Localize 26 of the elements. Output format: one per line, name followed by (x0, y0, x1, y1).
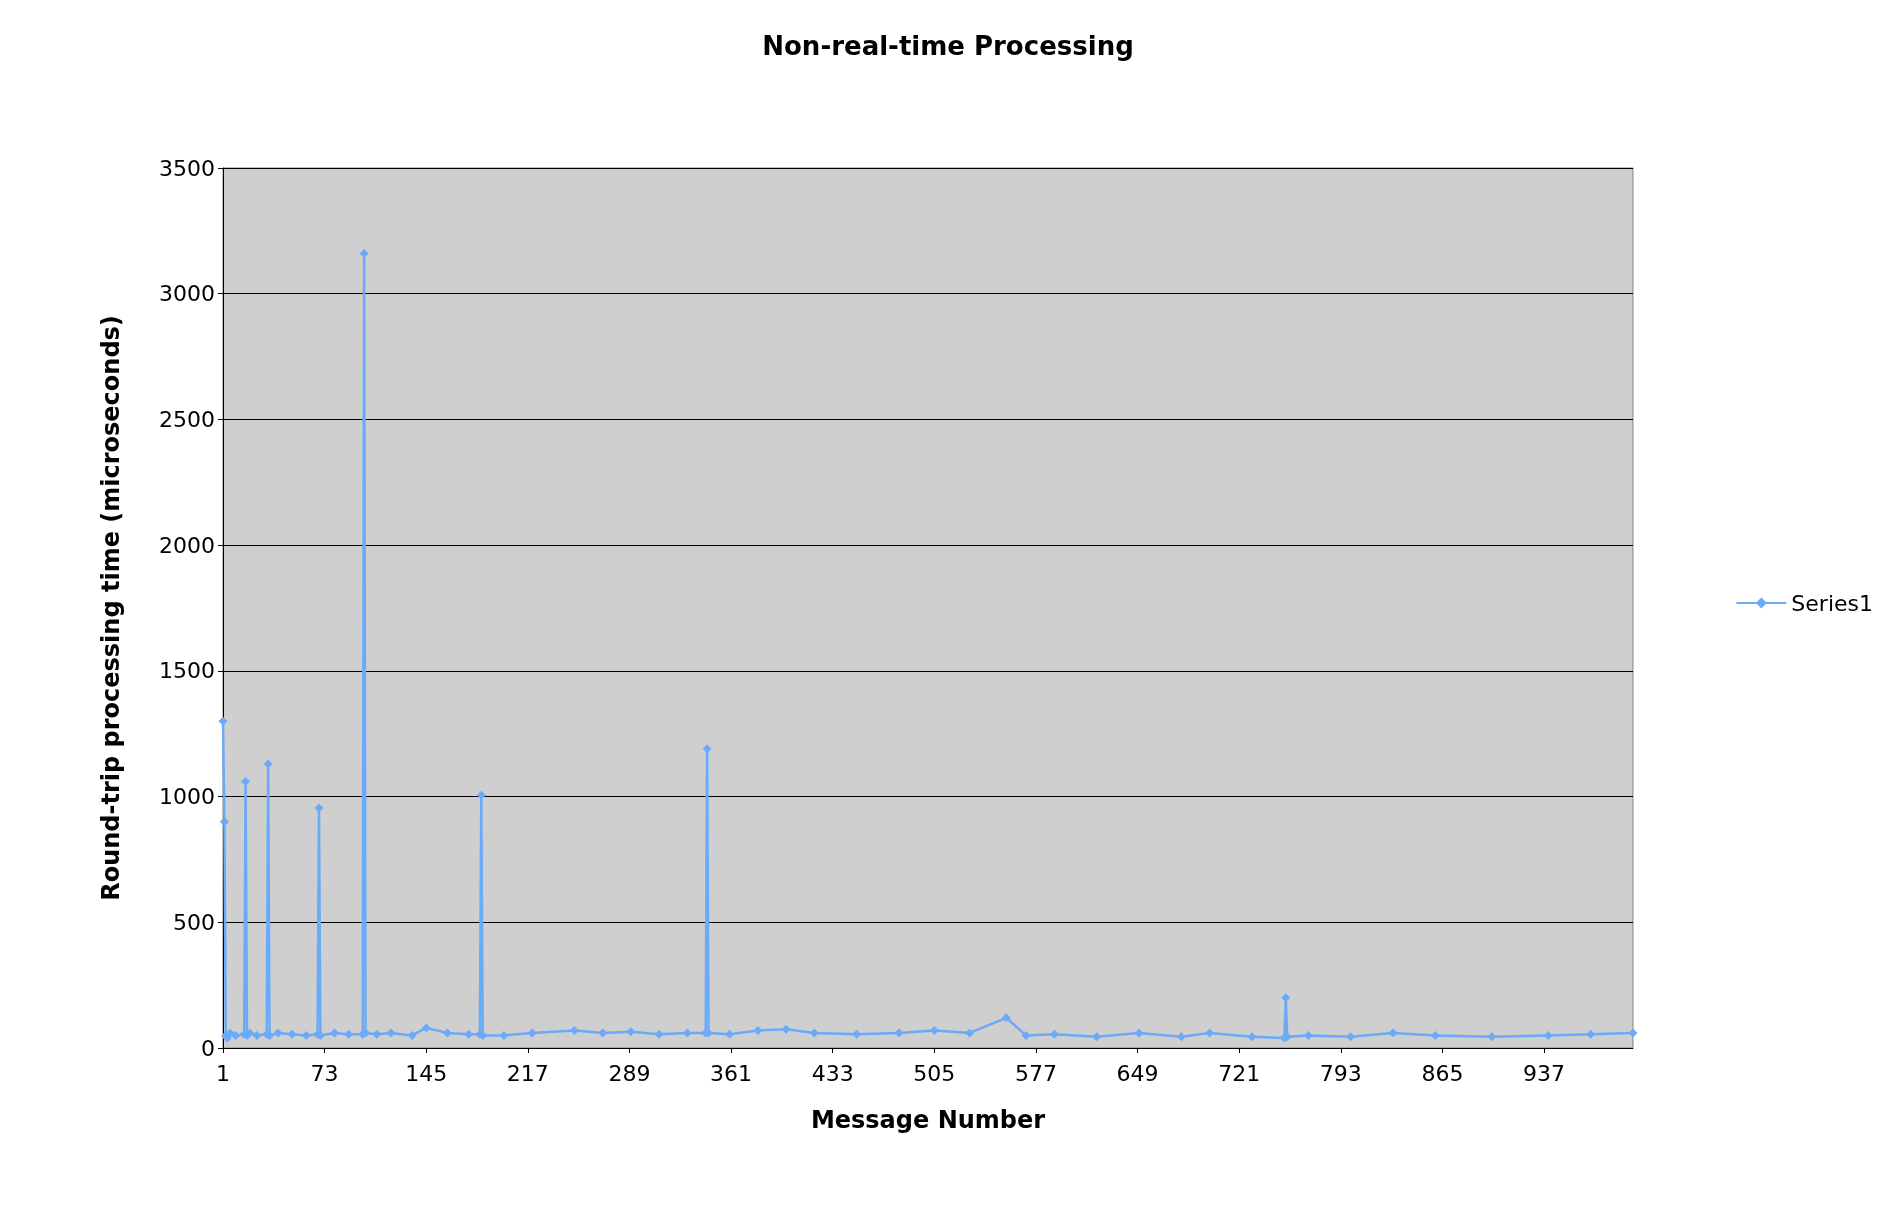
y-tick-label: 0 (201, 1035, 215, 1061)
y-tick-label: 500 (173, 909, 215, 935)
y-tick-label: 1500 (159, 658, 215, 684)
legend-label: Series1 (1791, 590, 1873, 616)
x-tick-label: 793 (1319, 1060, 1362, 1086)
x-tick-label: 937 (1523, 1060, 1566, 1086)
x-tick-label: 289 (608, 1060, 651, 1086)
x-tick-label: 433 (811, 1060, 854, 1086)
x-tick-label: 361 (710, 1060, 753, 1086)
x-tick-label: 217 (506, 1060, 549, 1086)
y-tick-label: 3000 (159, 281, 215, 307)
x-tick-label: 721 (1218, 1060, 1261, 1086)
x-tick-label: 577 (1014, 1060, 1057, 1086)
x-tick-label: 649 (1116, 1060, 1159, 1086)
y-tick-label: 1000 (159, 784, 215, 810)
x-axis-title: Message Number (810, 1106, 1046, 1134)
y-tick-label: 3500 (159, 155, 215, 181)
x-tick-label: 145 (405, 1060, 448, 1086)
y-tick-label: 2000 (159, 532, 215, 558)
x-tick-label: 505 (913, 1060, 956, 1086)
y-tick-label: 2500 (159, 406, 215, 432)
x-tick-label: 865 (1421, 1060, 1464, 1086)
y-axis-title: Round-trip processing time (microseconds) (97, 315, 125, 901)
x-tick-label: 73 (310, 1060, 339, 1086)
chart-title: Non-real-time Processing (762, 31, 1134, 61)
x-tick-label: 1 (216, 1060, 230, 1086)
